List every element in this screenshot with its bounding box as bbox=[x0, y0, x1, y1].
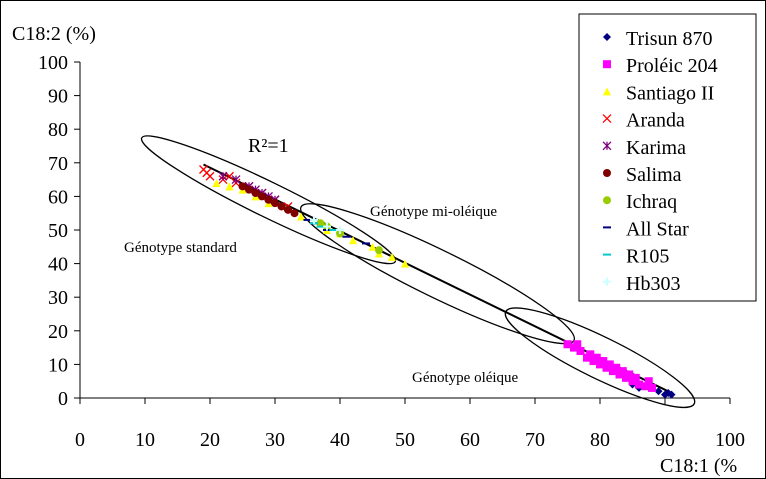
data-point bbox=[599, 357, 608, 366]
data-point bbox=[635, 380, 643, 389]
data-point bbox=[316, 219, 325, 228]
data-point bbox=[641, 382, 650, 391]
x-tick-label: 100 bbox=[715, 429, 745, 451]
data-point bbox=[271, 199, 279, 208]
y-tick-label: 10 bbox=[48, 354, 68, 376]
y-tick-label: 70 bbox=[48, 153, 68, 175]
legend: Trisun 870 Proléic 204 Santiago II Aranda Ka… bbox=[578, 13, 757, 302]
y-tick-label: 60 bbox=[48, 186, 68, 208]
data-point bbox=[368, 242, 377, 251]
x-tick-label: 20 bbox=[200, 429, 220, 451]
data-point bbox=[323, 222, 331, 231]
legend-marker bbox=[602, 114, 612, 124]
data-point bbox=[225, 171, 234, 181]
y-tick-label: 30 bbox=[48, 287, 68, 309]
y-tick-label: 80 bbox=[48, 119, 68, 141]
data-points bbox=[199, 165, 676, 399]
data-point bbox=[245, 185, 253, 194]
x-tick-label: 80 bbox=[590, 429, 610, 451]
data-point bbox=[290, 209, 299, 218]
legend-marker bbox=[603, 196, 611, 205]
legend-label: All Star bbox=[626, 218, 689, 240]
x-tick-label: 90 bbox=[655, 429, 675, 451]
legend-label: Hb303 bbox=[626, 273, 680, 295]
x-tick-label: 50 bbox=[395, 429, 415, 451]
data-point bbox=[631, 373, 640, 382]
x-tick-label: 0 bbox=[75, 429, 85, 451]
legend-label: Ichraq bbox=[626, 191, 677, 213]
annotation-standard: Génotype standard bbox=[124, 240, 237, 256]
data-point bbox=[592, 353, 601, 362]
data-point bbox=[349, 236, 357, 245]
data-point bbox=[654, 387, 663, 396]
data-point bbox=[238, 182, 247, 191]
legend-label: R105 bbox=[626, 246, 669, 268]
data-point bbox=[231, 175, 241, 185]
data-point bbox=[563, 340, 572, 349]
axes: 0 10 20 30 40 50 60 70 80 90 100 0 10 20 30 40 50 60 70 80 9… bbox=[12, 23, 745, 477]
data-point bbox=[297, 212, 305, 221]
data-point bbox=[625, 370, 634, 379]
y-tick-label: 100 bbox=[38, 52, 68, 74]
annotation-mid: Génotype mi-oléique bbox=[370, 204, 497, 220]
x-tick-label: 70 bbox=[525, 429, 545, 451]
legend-label: Proléic 204 bbox=[626, 55, 718, 77]
data-point bbox=[375, 246, 383, 255]
y-tick-label: 20 bbox=[48, 321, 68, 343]
data-point bbox=[264, 195, 273, 204]
data-point bbox=[202, 168, 212, 178]
legend-marker bbox=[603, 169, 611, 177]
annotations: R²=1 Génotype standard Génotype mi-oléique… bbox=[124, 135, 519, 386]
legend-marker bbox=[603, 87, 611, 96]
data-point bbox=[401, 259, 409, 268]
data-point bbox=[251, 189, 260, 198]
data-point bbox=[573, 340, 582, 349]
y-tick-label: 50 bbox=[48, 220, 68, 242]
y-tick-label: 90 bbox=[48, 86, 68, 108]
x-tick-label: 30 bbox=[265, 429, 285, 451]
data-point bbox=[644, 377, 653, 386]
legend-marker bbox=[603, 277, 611, 286]
legend-label: Karima bbox=[626, 137, 686, 159]
legend-label: Trisun 870 bbox=[626, 28, 713, 50]
data-point bbox=[336, 226, 344, 234]
series-6 bbox=[238, 182, 299, 218]
legend-marker bbox=[603, 60, 611, 69]
series-2 bbox=[563, 340, 656, 392]
data-point bbox=[284, 205, 292, 214]
data-point bbox=[225, 182, 234, 191]
annotation-r2: R²=1 bbox=[248, 135, 289, 157]
data-point bbox=[218, 171, 228, 181]
annotation-oleic: Génotype oléique bbox=[412, 370, 519, 386]
data-point bbox=[576, 346, 585, 355]
y-tick-label: 40 bbox=[48, 254, 68, 276]
x-tick-label: 10 bbox=[135, 429, 155, 451]
y-tick-label: 0 bbox=[58, 388, 68, 410]
data-point bbox=[212, 178, 221, 187]
legend-marker bbox=[602, 141, 612, 151]
x-tick-label: 60 bbox=[460, 429, 480, 451]
legend-label: Santiago II bbox=[626, 82, 714, 104]
data-point bbox=[618, 367, 627, 376]
x-tick-label: 40 bbox=[330, 429, 350, 451]
legend-label: Salima bbox=[626, 164, 682, 186]
series-10 bbox=[310, 215, 344, 234]
y-axis-title: C18:2 (%) bbox=[12, 23, 96, 45]
data-point bbox=[277, 202, 286, 211]
data-point bbox=[664, 388, 673, 397]
genotype-ellipse-1 bbox=[140, 135, 397, 265]
data-point bbox=[605, 360, 614, 369]
legend-label: Aranda bbox=[626, 110, 685, 132]
data-point bbox=[388, 252, 396, 261]
data-point bbox=[586, 350, 595, 359]
data-point bbox=[310, 215, 318, 224]
legend-marker bbox=[603, 33, 611, 41]
data-point bbox=[612, 363, 621, 372]
data-point bbox=[258, 192, 266, 201]
data-point bbox=[648, 383, 656, 392]
x-axis-title: C18:1 (% bbox=[660, 455, 737, 477]
